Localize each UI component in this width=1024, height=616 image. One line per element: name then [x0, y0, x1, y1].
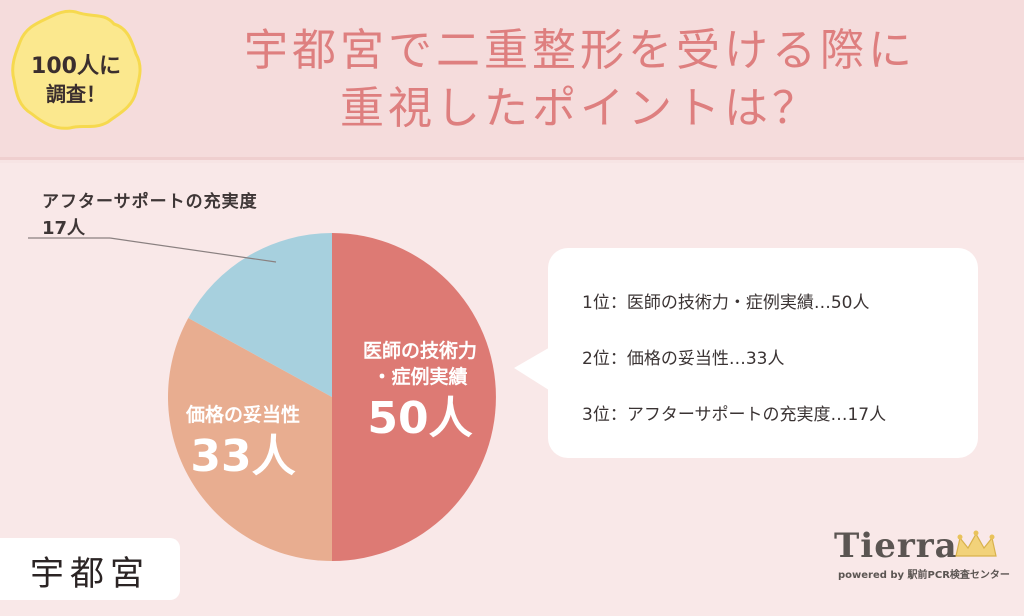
callout-label: アフターサポートの充実度	[42, 192, 258, 212]
crown-icon	[955, 530, 997, 557]
brand-logo: Tierra powered by 駅前PCR検査センター	[826, 520, 1010, 590]
pie-slice-doctor	[332, 233, 496, 561]
pie-slices	[168, 233, 496, 561]
survey-badge: 100人に 調査！	[8, 8, 144, 132]
slice-label-doctor-line1: 医師の技術力	[362, 340, 477, 362]
badge-line-1: 100人に	[31, 54, 121, 79]
slice-value-doctor: 50人	[367, 393, 473, 444]
logo-name: Tierra	[834, 526, 958, 566]
ranking-item-2: 2位：価格の妥当性…33人	[582, 349, 785, 369]
page-title: 宇都宮で二重整形を受ける際に 重視したポイントは？	[170, 22, 990, 138]
ranking-bubble: 1位：医師の技術力・症例実績…50人 2位：価格の妥当性…33人 3位：アフター…	[548, 248, 978, 458]
callout-leader-diagonal	[109, 237, 277, 263]
logo-subtitle: powered by 駅前PCR検査センター	[838, 570, 1010, 581]
slice-label-price-line1: 価格の妥当性	[185, 404, 300, 426]
slice-label-doctor-line2: ・症例実績	[372, 366, 468, 388]
city-box: 宇都宮	[0, 538, 180, 600]
pie-slice-price	[168, 317, 332, 561]
slice-label-price: 価格の妥当性 33人	[168, 402, 318, 486]
ranking-item-3: 3位：アフターサポートの充実度…17人	[582, 405, 887, 425]
pie-slice-aftercare	[188, 233, 332, 397]
callout-value: 17人	[42, 218, 86, 239]
title-line-2: 重視したポイントは？	[340, 83, 820, 134]
slice-label-doctor: 医師の技術力 ・症例実績 50人	[330, 338, 510, 448]
title-line-1: 宇都宮で二重整形を受ける際に	[244, 25, 916, 76]
badge-burst-shape	[11, 9, 142, 130]
bubble-pointer	[514, 346, 552, 392]
city-name: 宇都宮	[30, 554, 150, 594]
ranking-item-1: 1位：医師の技術力・症例実績…50人	[582, 293, 870, 313]
header: 100人に 調査！ 宇都宮で二重整形を受ける際に 重視したポイントは？	[0, 0, 1024, 160]
slice-value-price: 33人	[190, 431, 296, 482]
badge-line-2: 調査！	[46, 82, 106, 106]
